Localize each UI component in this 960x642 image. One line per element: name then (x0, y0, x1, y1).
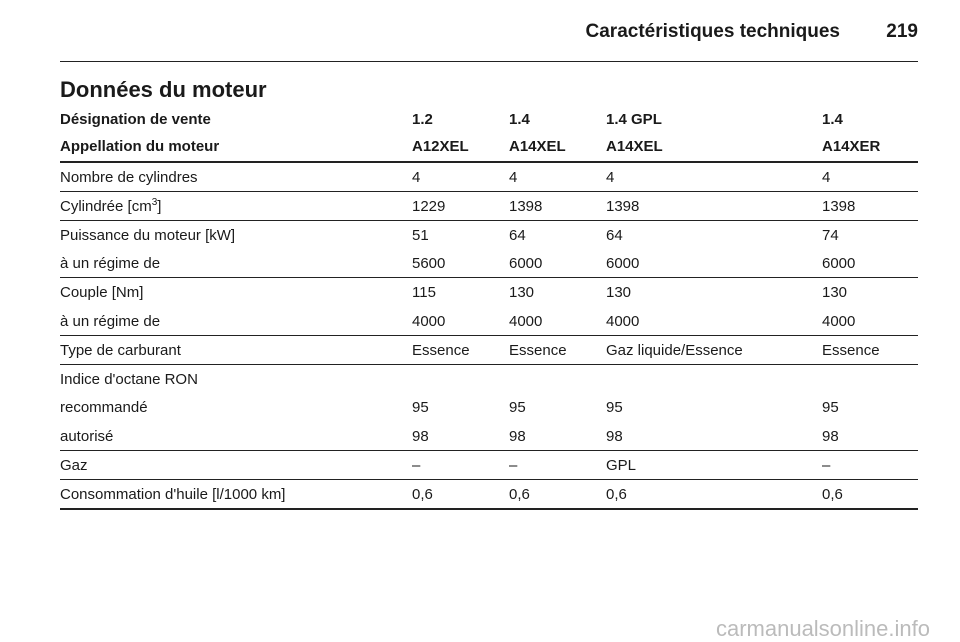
cell: Essence (412, 341, 470, 359)
cell: 130 (606, 284, 632, 302)
cell: 4 (822, 169, 831, 186)
row-label: à un régime de (60, 313, 161, 330)
row-label: Gaz (60, 457, 88, 474)
cell: 1398 (509, 197, 543, 215)
row-label: à un régime de (60, 255, 161, 273)
cell: A14XEL (509, 138, 566, 155)
cell: 4 (412, 169, 421, 186)
cell: 6000 (822, 255, 856, 273)
cell: – (822, 457, 831, 474)
row-rule (60, 219, 918, 221)
cell: 0,6 (606, 485, 627, 503)
header-title: Caractéristiques techniques (585, 21, 840, 42)
cell: 6000 (509, 255, 543, 273)
cell: 98 (509, 428, 526, 446)
row-label: recommandé (60, 399, 148, 417)
cell: 74 (822, 226, 839, 244)
cell: – (412, 457, 421, 474)
cell: 95 (509, 399, 526, 417)
cell: 4000 (509, 313, 543, 330)
text-part: ] (157, 197, 162, 215)
cell: GPL (606, 457, 637, 474)
cell: 0,6 (822, 485, 843, 503)
cell: 95 (822, 399, 839, 417)
cell: Essence (509, 341, 567, 359)
row-rule (60, 191, 918, 192)
cell: 130 (822, 284, 848, 302)
row-label: Appellation du moteur (60, 138, 220, 155)
cell: 130 (509, 284, 535, 302)
cell: 4 (509, 169, 518, 186)
row-label: Désignation de vente (60, 111, 211, 128)
row-label: autorisé (60, 428, 114, 446)
row-rule (60, 450, 918, 452)
row-rule (60, 507, 918, 510)
section-title: Données du moteur (60, 77, 267, 102)
cell: 1398 (822, 197, 856, 215)
cell: 4 (606, 169, 615, 186)
row-rule (60, 363, 918, 365)
header-rule (60, 61, 918, 62)
cell: Essence (822, 341, 880, 359)
cell: – (509, 457, 518, 474)
page-number: 219 (886, 21, 918, 42)
cell: 4000 (412, 313, 446, 330)
cell: 64 (509, 226, 526, 244)
row-rule (60, 277, 918, 279)
superscript: 3 (151, 196, 158, 208)
row-rule (60, 479, 918, 480)
watermark: carmanualsonline.info (715, 616, 930, 641)
row-label: Cylindrée [cm3] (60, 196, 162, 215)
cell: A12XEL (412, 138, 469, 155)
cell: 1.4 (822, 111, 843, 128)
text-part: Cylindrée [cm (60, 197, 152, 215)
cell: 98 (412, 428, 429, 446)
cell: 5600 (412, 255, 446, 273)
row-label: Nombre de cylindres (60, 169, 198, 186)
cell: 4000 (606, 313, 640, 330)
cell: 4000 (822, 313, 856, 330)
cell: 98 (606, 428, 623, 446)
row-rule (60, 335, 918, 336)
cell: 0,6 (412, 485, 433, 503)
cell: Gaz liquide/Essence (606, 341, 743, 359)
row-label: Indice d'octane RON (60, 370, 198, 388)
cell: 1.4 (509, 111, 530, 128)
table-rule (60, 161, 918, 163)
row-label: Consommation d'huile [l/1000 km] (60, 485, 286, 503)
cell: 1229 (412, 197, 446, 215)
cell: 0,6 (509, 485, 530, 503)
cell: 115 (412, 284, 436, 302)
cell: 95 (606, 399, 623, 417)
cell: 1.2 (412, 111, 433, 128)
row-label: Puissance du moteur [kW] (60, 226, 236, 244)
cell: 95 (412, 399, 429, 417)
cell: 64 (606, 226, 623, 244)
cell: 6000 (606, 255, 640, 273)
row-label: Couple [Nm] (60, 284, 144, 302)
cell: A14XER (822, 138, 881, 155)
row-label: Type de carburant (60, 341, 181, 359)
cell: 98 (822, 428, 839, 446)
cell: 51 (412, 226, 429, 244)
cell: 1.4 GPL (606, 111, 662, 128)
cell: 1398 (606, 197, 640, 215)
cell: A14XEL (606, 138, 663, 155)
